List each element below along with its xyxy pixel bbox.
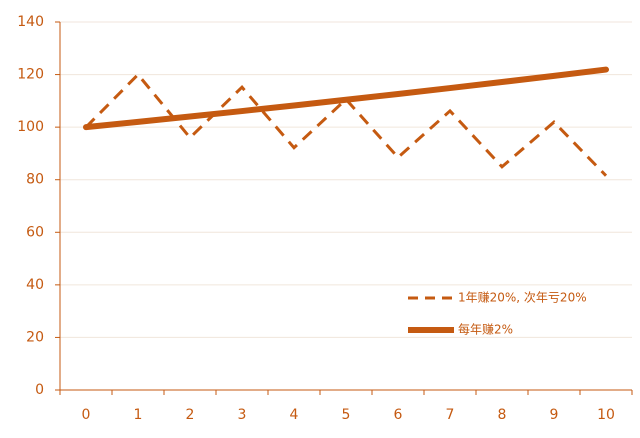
y-tick-label: 80 [26, 172, 44, 188]
series-line [83, 66, 609, 131]
x-tick-label: 2 [186, 407, 195, 423]
x-tick-label: 0 [82, 407, 91, 423]
y-tick-label: 100 [17, 119, 44, 135]
y-tick-label: 20 [26, 329, 44, 345]
x-tick-label: 6 [394, 407, 403, 423]
x-tick-label: 4 [290, 407, 299, 423]
y-tick-label: 40 [26, 277, 44, 293]
x-tick-label: 3 [238, 407, 247, 423]
y-tick-label: 60 [26, 224, 44, 240]
y-tick-label: 120 [17, 67, 44, 83]
x-tick-label: 10 [597, 407, 615, 423]
x-tick-label: 1 [134, 407, 143, 423]
x-tick-label: 5 [342, 407, 351, 423]
series-line [84, 72, 608, 177]
x-tick-label: 7 [446, 407, 455, 423]
legend-label: 每年赚2% [458, 322, 513, 337]
x-tick-label: 9 [550, 407, 559, 423]
y-tick-label: 140 [17, 14, 44, 30]
y-tick-label: 0 [35, 382, 44, 398]
x-tick-label: 8 [498, 407, 507, 423]
legend-label: 1年赚20%, 次年亏20% [458, 290, 587, 305]
